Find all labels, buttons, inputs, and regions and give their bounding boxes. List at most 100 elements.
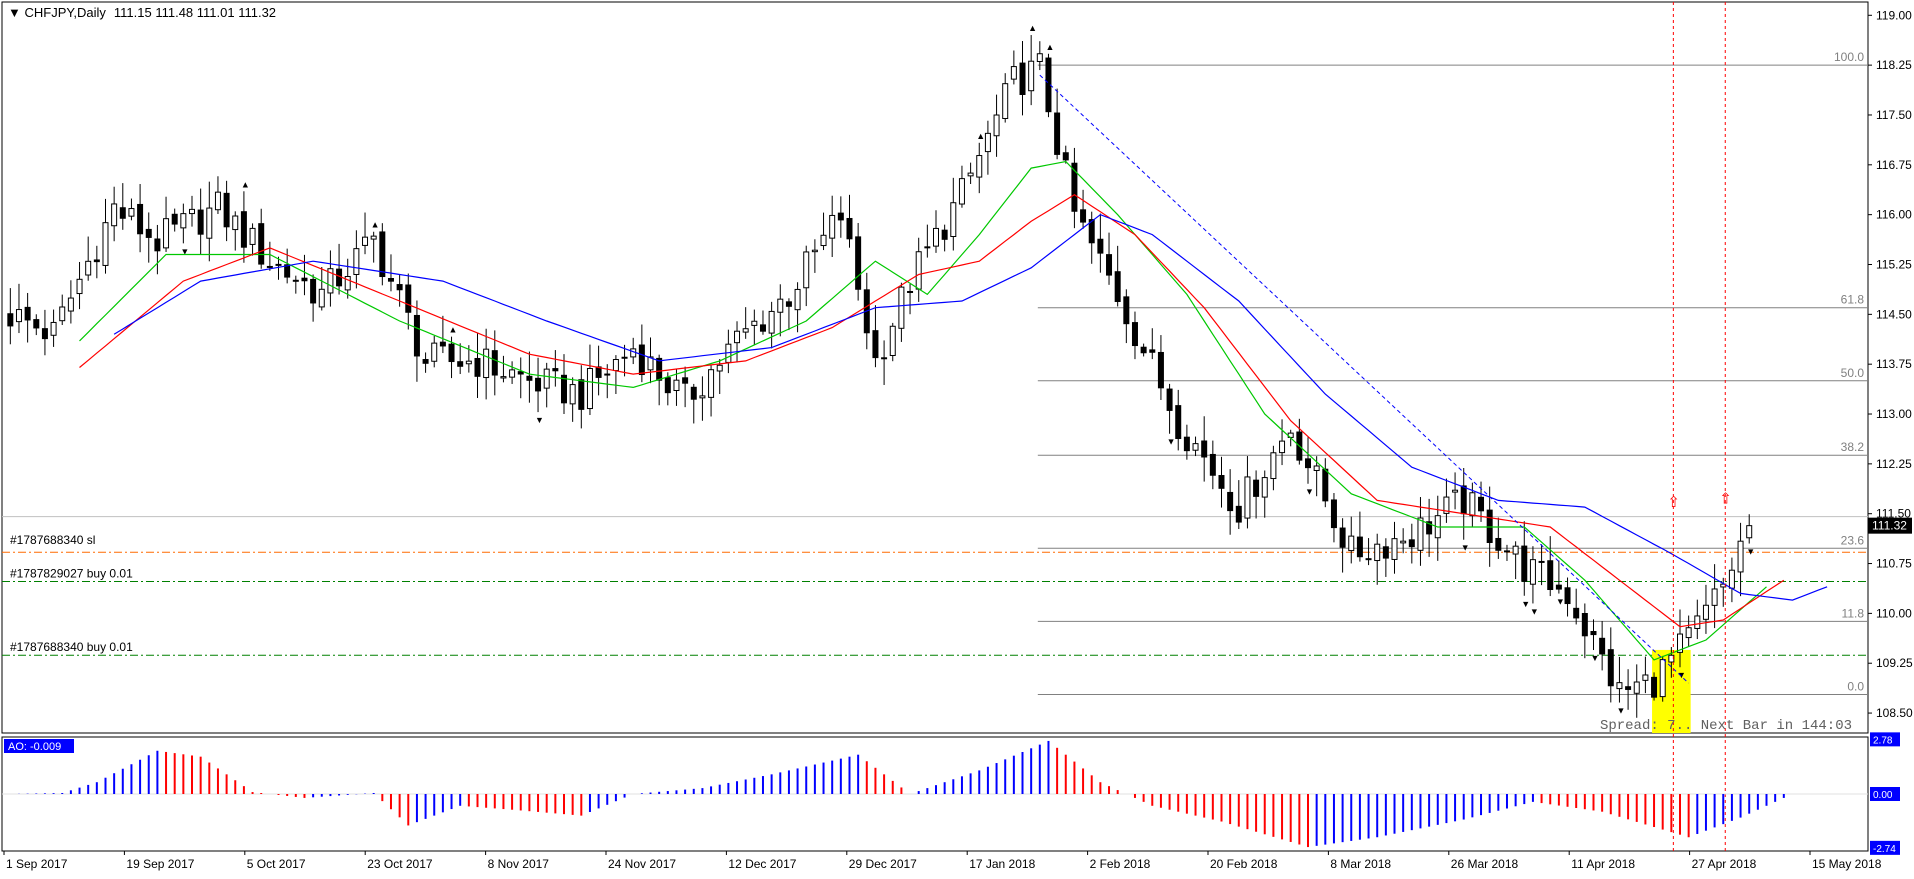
candle-body (413, 314, 420, 357)
signal-arrow-icon: ⇧ (1719, 491, 1732, 508)
candle-body (1227, 491, 1234, 512)
candle-body (569, 384, 576, 405)
candle-body (1538, 560, 1545, 563)
candle-body (465, 360, 472, 365)
candle-body (50, 321, 57, 336)
candle-body (1140, 346, 1147, 354)
candle-body (837, 212, 844, 221)
candle-body (1131, 322, 1138, 347)
candle-body (85, 260, 92, 276)
fractal-up-icon: ▲ (1045, 42, 1054, 52)
candle-body (1261, 477, 1268, 498)
candle-body (189, 208, 195, 215)
candle-body (993, 114, 1000, 137)
candle-body (1400, 540, 1407, 544)
candle-body (154, 238, 161, 252)
candle-body (275, 263, 282, 266)
candle-body (284, 264, 291, 278)
fractal-down-icon: ▼ (1677, 670, 1686, 680)
candle-body (119, 207, 126, 219)
candle-body (1573, 607, 1580, 619)
candle-body (1313, 465, 1320, 471)
candle-body (872, 330, 879, 359)
candle-body (137, 203, 144, 235)
x-tick-label: 19 Sep 2017 (126, 857, 194, 871)
candle-body (1599, 637, 1606, 655)
candle-body (777, 298, 784, 313)
y-tick-label: 110.75 (1876, 557, 1912, 571)
candle-body (1616, 682, 1623, 690)
candle-body (647, 356, 654, 371)
fibonacci-layer: 100.0 61.8 50.0 38.2 23.6 11.8 0.0 (1037, 50, 1868, 695)
x-tick-label: 23 Oct 2017 (367, 857, 433, 871)
candle-body (249, 227, 256, 245)
candle-body (1088, 219, 1095, 244)
x-tick-label: 15 May 2018 (1812, 857, 1882, 871)
y-tick-label: 113.75 (1876, 357, 1912, 371)
fractal-down-icon: ▼ (1521, 599, 1530, 609)
fib-level-label: 38.2 (1841, 440, 1865, 454)
order-label: #1787688340 sl (10, 533, 95, 547)
candle-body (1590, 630, 1597, 636)
ao-tick-label: -2.74 (1873, 844, 1896, 855)
y-tick-label: 108.50 (1876, 706, 1913, 720)
candle-body (785, 301, 792, 307)
candle-body (59, 306, 66, 322)
candle-body (1106, 254, 1113, 276)
candle-body (102, 222, 109, 266)
candle-body (898, 286, 905, 329)
candle-body (1071, 162, 1078, 212)
x-tick-label: 26 Mar 2018 (1451, 857, 1519, 871)
candle-body (1529, 559, 1536, 585)
candle-body (145, 228, 152, 238)
ao-tick-label: 0.00 (1873, 790, 1893, 801)
candle-body (517, 371, 524, 375)
candle-body (907, 290, 914, 293)
candle-body (111, 203, 118, 227)
candle-body (370, 235, 377, 240)
moving-averages-layer (79, 160, 1828, 661)
fractal-down-icon: ▼ (1530, 606, 1539, 616)
candle-body (768, 310, 775, 334)
fractal-down-icon: ▼ (1461, 543, 1470, 553)
candle-body (734, 330, 741, 344)
menu-triangle-icon[interactable]: ▼ (8, 5, 24, 20)
candle-body (1443, 496, 1450, 514)
fractal-up-icon: ▲ (449, 325, 458, 335)
candle-body (742, 328, 749, 333)
x-tick-label: 2 Feb 2018 (1090, 857, 1151, 871)
candle-body (1183, 436, 1190, 452)
candle-body (690, 386, 697, 400)
candle-body (301, 277, 308, 282)
candle-body (1166, 388, 1173, 411)
fib-level-label: 100.0 (1834, 50, 1864, 64)
candle-body (1201, 440, 1208, 458)
candle-body (829, 214, 836, 239)
x-tick-label: 20 Feb 2018 (1210, 857, 1278, 871)
candle-body (1019, 62, 1026, 95)
candle-body (1469, 492, 1476, 517)
candle-body (535, 377, 542, 392)
trend-line (1039, 74, 1689, 684)
candle-body (1512, 545, 1519, 555)
candle-body (7, 313, 14, 327)
fib-level-label: 0.0 (1847, 679, 1864, 693)
candle-body (976, 155, 983, 178)
candle-body (1322, 468, 1329, 502)
candle-body (1365, 558, 1372, 561)
candle-body (318, 288, 325, 308)
x-tick-label: 27 Apr 2018 (1692, 857, 1757, 871)
fractal-up-icon: ▲ (976, 131, 985, 141)
order-lines-layer: #1787688340 sl #1787829027 buy 0.01 #17876… (2, 516, 1868, 656)
candle-body (984, 132, 991, 153)
candle-body (915, 251, 922, 290)
fractal-up-icon: ▲ (1028, 23, 1037, 33)
candle-body (1036, 53, 1043, 62)
candle-body (180, 213, 187, 229)
main-price-panel[interactable] (1, 1, 1869, 734)
candle-body (950, 202, 957, 238)
order-label: #1787829027 buy 0.01 (10, 566, 133, 580)
y-tick-label: 114.50 (1876, 307, 1912, 321)
y-tick-label: 119.00 (1876, 8, 1912, 22)
